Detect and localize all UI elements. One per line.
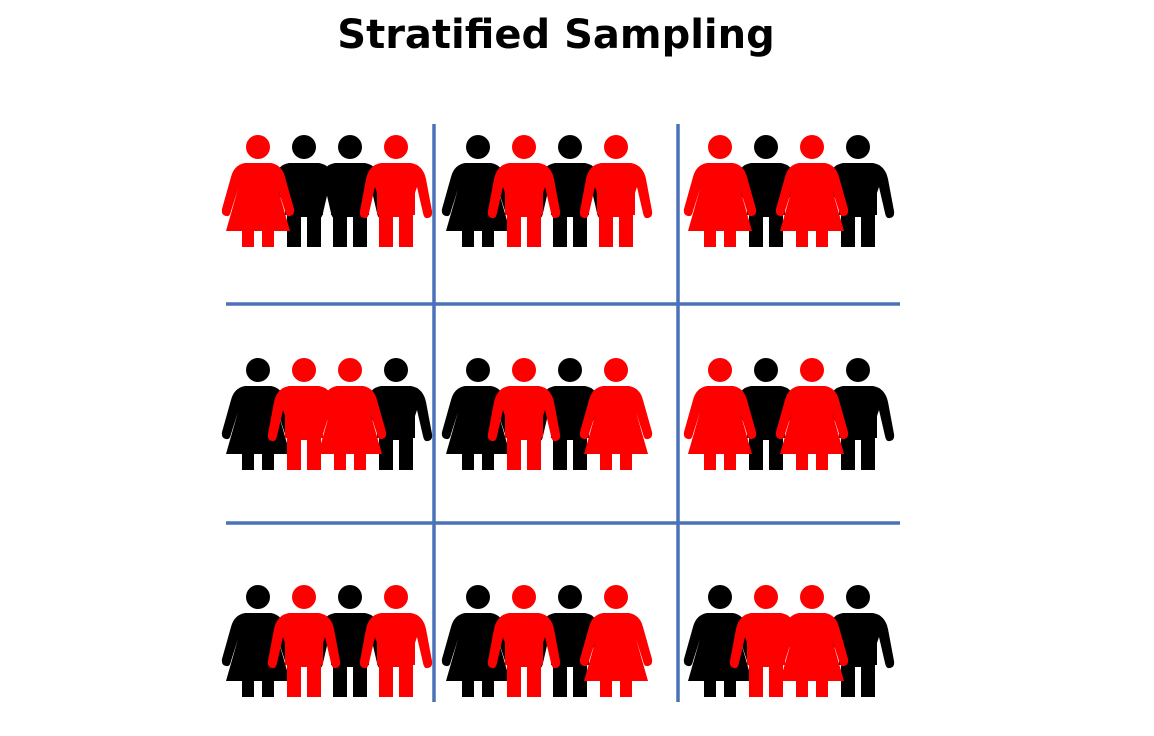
stratum-cell-2-2 xyxy=(441,358,653,470)
red-man-figure-icon xyxy=(579,135,653,247)
red-woman-figure-icon xyxy=(579,585,653,697)
black-woman-figure-icon xyxy=(221,358,295,470)
red-woman-figure-icon xyxy=(579,358,653,470)
black-woman-figure-icon xyxy=(441,358,515,470)
grid-lines xyxy=(226,124,900,702)
red-man-figure-icon xyxy=(359,135,433,247)
stratum-cell-3-3 xyxy=(683,585,895,697)
stratum-cell-1-2 xyxy=(441,135,653,247)
black-man-figure-icon xyxy=(313,585,387,697)
stratum-cell-1-3 xyxy=(683,135,895,247)
black-man-figure-icon xyxy=(313,135,387,247)
red-woman-figure-icon xyxy=(775,135,849,247)
red-woman-figure-icon xyxy=(775,358,849,470)
red-woman-figure-icon xyxy=(313,358,387,470)
stratum-cell-3-2 xyxy=(441,585,653,697)
page-title: Stratified Sampling xyxy=(337,12,775,58)
stratum-cell-2-3 xyxy=(683,358,895,470)
black-man-figure-icon xyxy=(533,135,607,247)
stratum-cell-1-1 xyxy=(221,135,433,247)
red-man-figure-icon xyxy=(359,585,433,697)
stratum-cell-3-1 xyxy=(221,585,433,697)
black-woman-figure-icon xyxy=(441,135,515,247)
red-woman-figure-icon xyxy=(683,358,757,470)
stratum-cell-2-1 xyxy=(221,358,433,470)
figures-layer xyxy=(221,135,895,697)
red-woman-figure-icon xyxy=(775,585,849,697)
red-woman-figure-icon xyxy=(683,135,757,247)
black-woman-figure-icon xyxy=(221,585,295,697)
black-woman-figure-icon xyxy=(683,585,757,697)
black-woman-figure-icon xyxy=(441,585,515,697)
red-woman-figure-icon xyxy=(221,135,295,247)
